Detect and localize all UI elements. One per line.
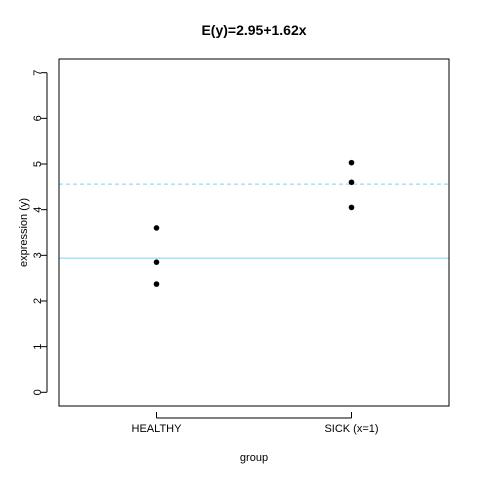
y-tick-label-2: 2 xyxy=(32,298,44,304)
data-point-0-0 xyxy=(153,225,160,231)
chart-title: E(y)=2.95+1.62x xyxy=(201,22,306,38)
y-axis: 0 1 2 3 4 5 6 7 xyxy=(32,70,48,395)
x-axis-label: group xyxy=(240,452,268,464)
x-tick-label-1: SICK (x=1) xyxy=(324,423,378,435)
y-tick-label-3: 3 xyxy=(32,252,44,258)
y-tick-label-1: 1 xyxy=(32,344,44,350)
data-point-1-0 xyxy=(348,159,355,166)
y-tick-label-0: 0 xyxy=(32,389,44,395)
plot-frame xyxy=(58,58,450,407)
reference-lines xyxy=(59,183,449,259)
data-point-1-2 xyxy=(348,204,355,211)
y-axis-label: expression (y) xyxy=(18,198,30,267)
y-tick-label-7: 7 xyxy=(32,70,44,76)
x-axis: HEALTHY SICK (x=1) xyxy=(132,412,379,435)
data-points xyxy=(153,159,355,287)
y-tick-label-4: 4 xyxy=(32,207,44,213)
data-point-0-1 xyxy=(153,259,160,265)
data-point-0-2 xyxy=(153,281,160,287)
x-tick-label-0: HEALTHY xyxy=(132,423,183,435)
y-tick-label-5: 5 xyxy=(32,161,44,167)
y-tick-label-6: 6 xyxy=(32,115,44,121)
data-point-1-1 xyxy=(348,179,355,186)
